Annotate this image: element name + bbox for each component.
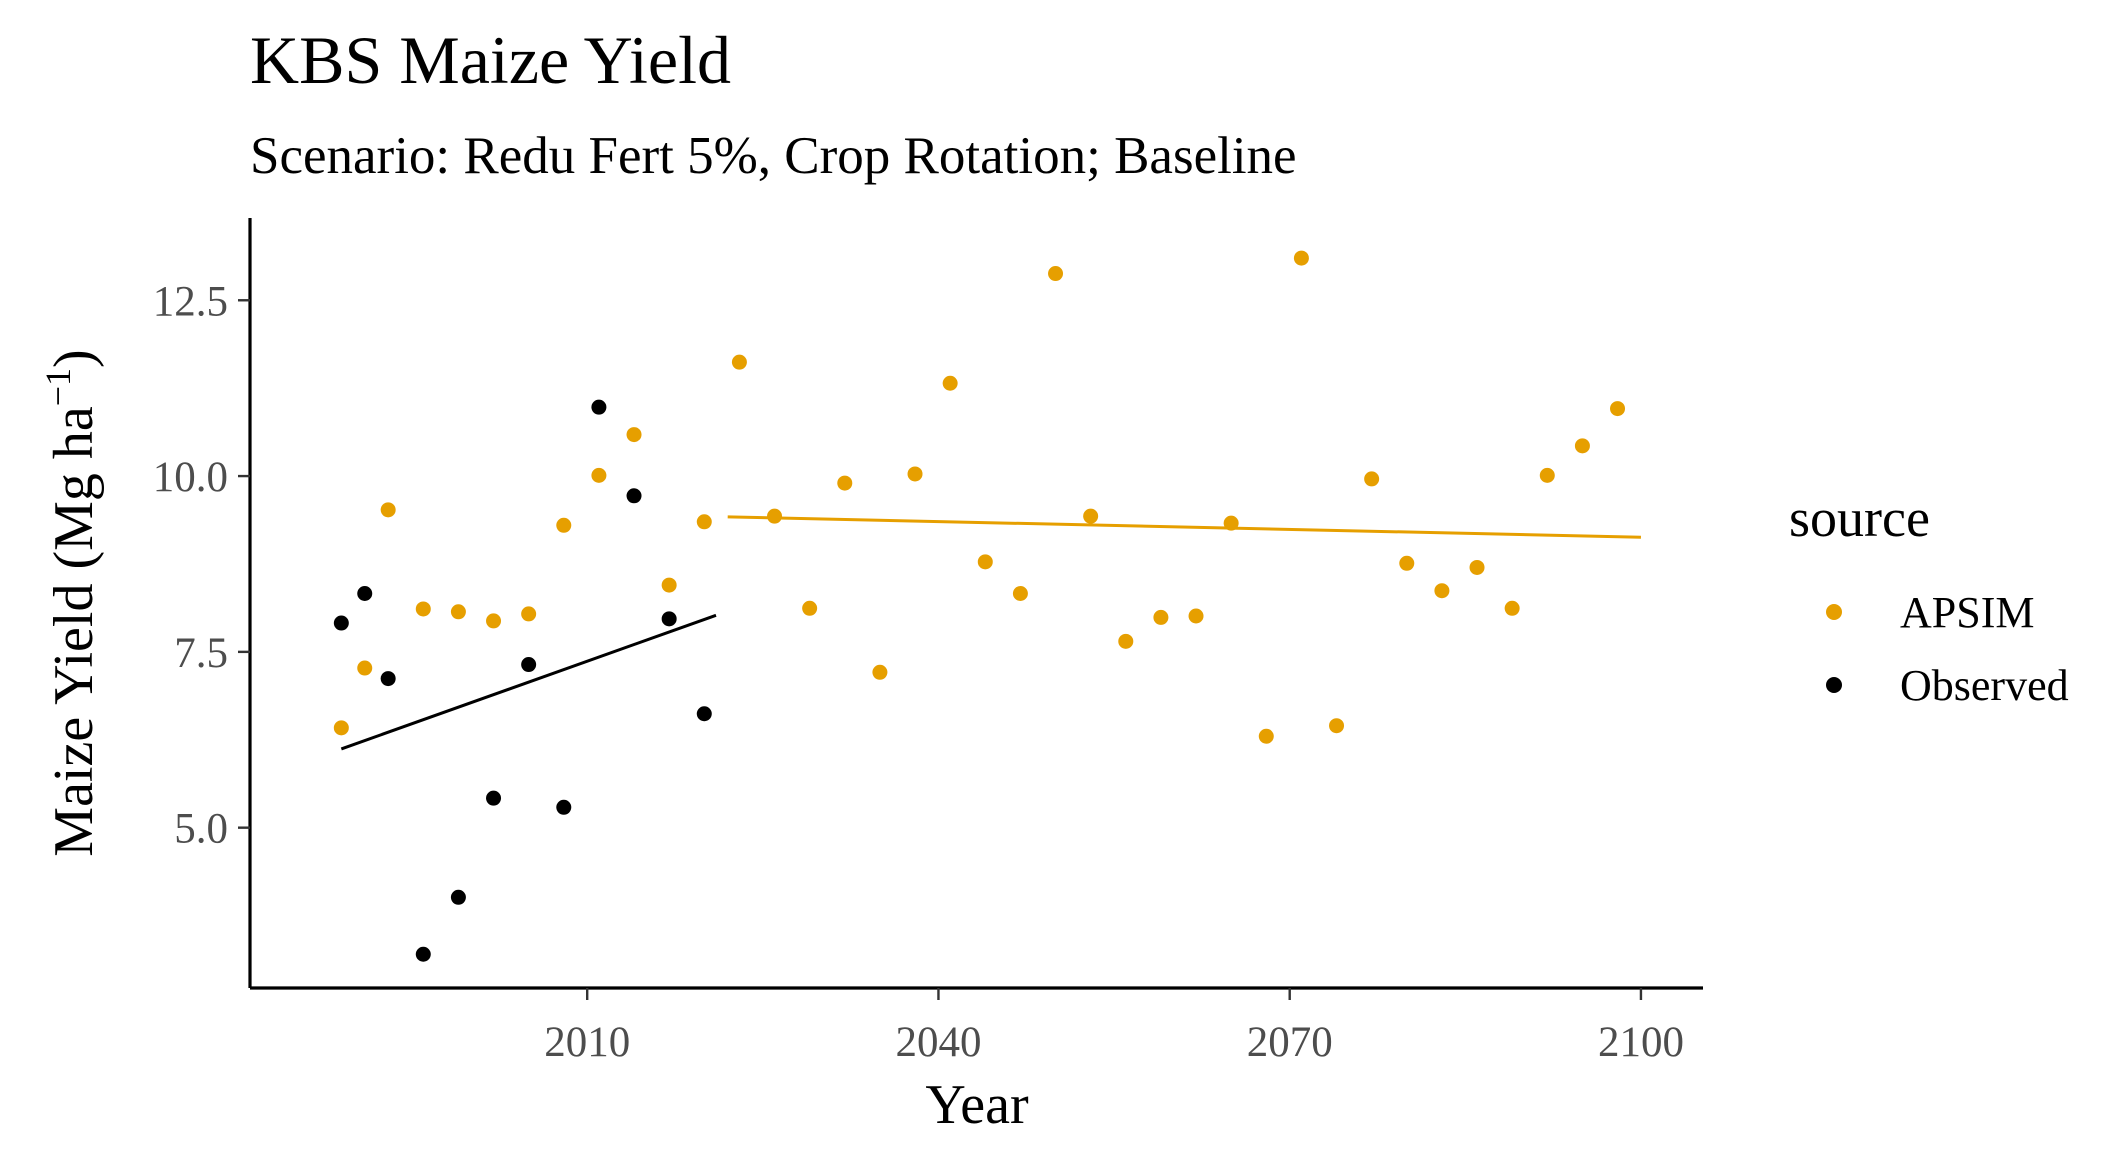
legend-label-apsim: APSIM bbox=[1900, 588, 2035, 637]
trend-line-observed bbox=[340, 613, 717, 751]
point-apsim bbox=[731, 354, 747, 370]
point-apsim bbox=[450, 604, 466, 620]
point-apsim bbox=[1083, 508, 1099, 524]
point-apsim bbox=[380, 502, 396, 518]
point-apsim bbox=[626, 427, 642, 443]
point-apsim bbox=[1504, 600, 1520, 616]
trend-lines bbox=[340, 515, 1641, 751]
point-apsim bbox=[767, 508, 783, 524]
point-apsim bbox=[1153, 609, 1169, 625]
y-tick-label: 10.0 bbox=[153, 454, 228, 501]
point-apsim bbox=[1469, 559, 1485, 575]
point-observed bbox=[357, 586, 373, 602]
point-observed bbox=[696, 706, 712, 722]
y-tick-label: 12.5 bbox=[153, 278, 228, 325]
point-apsim bbox=[521, 606, 537, 622]
point-observed bbox=[591, 399, 607, 415]
legend-entries: APSIM Observed bbox=[1826, 588, 2069, 710]
y-axis-title-main: Maize Yield (Mg ha bbox=[43, 406, 105, 857]
x-axis-title: Year bbox=[925, 1074, 1029, 1136]
point-apsim bbox=[1048, 266, 1064, 282]
legend: source APSIM Observed bbox=[1789, 488, 2069, 710]
point-apsim bbox=[661, 577, 677, 593]
x-tick-label: 2070 bbox=[1247, 1019, 1333, 1066]
point-observed bbox=[415, 946, 431, 962]
point-observed bbox=[626, 488, 642, 504]
y-axis-ticks: 5.0 7.5 10.0 12.5 bbox=[153, 278, 250, 853]
point-apsim bbox=[977, 554, 993, 570]
point-apsim bbox=[556, 517, 572, 533]
point-apsim bbox=[942, 375, 958, 391]
point-observed bbox=[556, 799, 572, 815]
trend-line-apsim bbox=[727, 515, 1641, 539]
point-apsim bbox=[1012, 586, 1028, 602]
y-axis-title-close: ) bbox=[43, 349, 105, 368]
point-apsim bbox=[1258, 728, 1274, 744]
point-apsim bbox=[1574, 438, 1590, 454]
point-apsim bbox=[357, 660, 373, 676]
point-apsim bbox=[486, 613, 502, 629]
point-apsim bbox=[872, 664, 888, 680]
point-apsim bbox=[1293, 250, 1309, 266]
legend-label-observed: Observed bbox=[1900, 661, 2069, 710]
point-apsim bbox=[1539, 467, 1555, 483]
point-apsim bbox=[802, 600, 818, 616]
chart-title: KBS Maize Yield bbox=[250, 22, 731, 98]
x-tick-label: 2040 bbox=[895, 1019, 981, 1066]
point-apsim bbox=[907, 466, 923, 482]
chart-subtitle: Scenario: Redu Fert 5%, Crop Rotation; B… bbox=[250, 127, 1297, 185]
point-observed bbox=[486, 790, 502, 806]
data-points bbox=[333, 250, 1626, 962]
point-apsim bbox=[415, 601, 431, 617]
point-apsim bbox=[591, 467, 607, 483]
point-apsim bbox=[837, 475, 853, 491]
y-tick-label: 5.0 bbox=[174, 806, 228, 853]
point-observed bbox=[661, 611, 677, 627]
point-observed bbox=[521, 657, 537, 673]
x-tick-label: 2010 bbox=[544, 1019, 630, 1066]
point-apsim bbox=[1188, 608, 1204, 624]
legend-key-apsim bbox=[1826, 604, 1842, 620]
point-apsim bbox=[1399, 555, 1415, 571]
y-tick-label: 7.5 bbox=[174, 630, 228, 677]
point-observed bbox=[380, 671, 396, 687]
point-observed bbox=[333, 615, 349, 631]
legend-title: source bbox=[1789, 488, 1930, 548]
y-axis-title-superscript: −1 bbox=[38, 368, 78, 406]
point-apsim bbox=[696, 514, 712, 530]
point-apsim bbox=[1223, 515, 1239, 531]
y-axis-title: Maize Yield (Mg ha−1) bbox=[38, 349, 105, 856]
point-apsim bbox=[1610, 401, 1626, 417]
point-observed bbox=[450, 889, 466, 905]
point-apsim bbox=[333, 720, 349, 736]
point-apsim bbox=[1118, 633, 1134, 649]
point-apsim bbox=[1329, 718, 1345, 734]
plot-area: 2010 2040 2070 2100 5.0 7.5 10.0 12.5 bbox=[153, 218, 1703, 1066]
legend-key-observed bbox=[1826, 677, 1842, 693]
x-tick-label: 2100 bbox=[1598, 1019, 1684, 1066]
x-axis-ticks: 2010 2040 2070 2100 bbox=[544, 988, 1684, 1066]
point-apsim bbox=[1364, 471, 1380, 487]
point-apsim bbox=[1434, 583, 1450, 599]
